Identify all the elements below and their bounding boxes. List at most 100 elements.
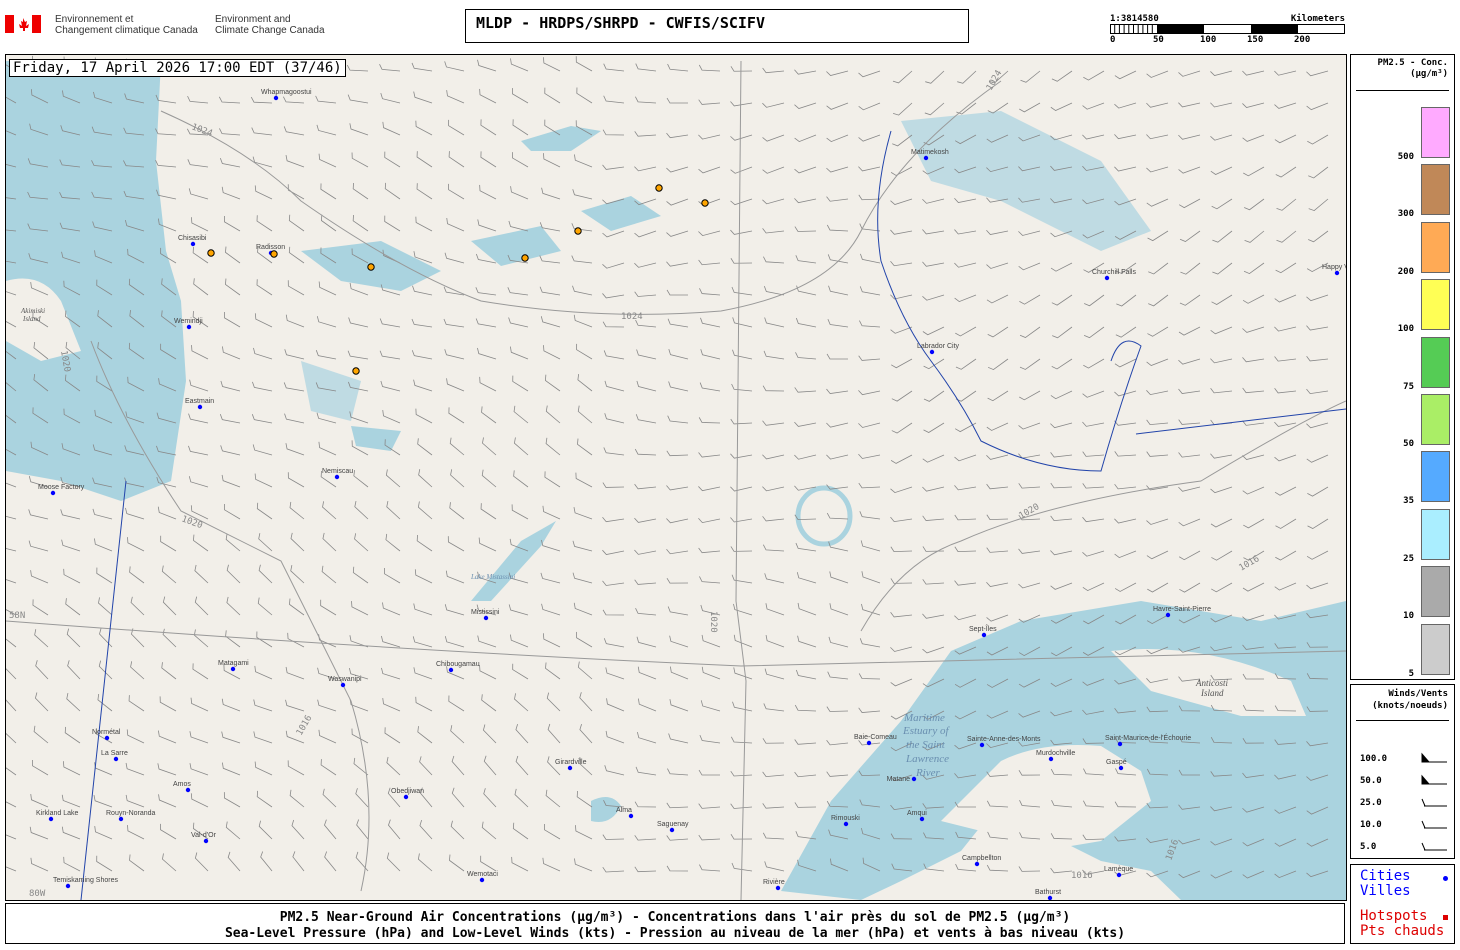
wind-barb	[922, 774, 945, 780]
wind-barb	[1210, 704, 1233, 712]
wind-barb	[508, 604, 529, 616]
wind-barb	[221, 186, 241, 200]
wind-barb	[123, 160, 145, 168]
city-label: Sainte-Anne-des-Monts	[967, 736, 1041, 743]
wind-barb	[1050, 482, 1073, 489]
wind-barb	[1210, 102, 1233, 108]
island-label: Anticosti	[1195, 678, 1228, 688]
wind-barb	[1306, 325, 1329, 331]
wind-barb	[158, 794, 177, 808]
city-marker	[1117, 741, 1123, 747]
wind-barb	[1308, 198, 1329, 212]
wind-barb	[954, 454, 977, 462]
wind-barb	[413, 379, 433, 392]
wind-barb	[382, 697, 401, 712]
wind-barb	[603, 350, 625, 360]
wind-barb	[762, 454, 785, 460]
wind-barb	[954, 546, 977, 553]
wind-barb	[1178, 518, 1201, 527]
wind-barb	[1082, 230, 1105, 239]
pm-bin-label: 50	[1403, 439, 1414, 449]
wind-barb	[219, 414, 241, 424]
wind-barb	[603, 63, 625, 72]
wind-barb	[162, 628, 177, 648]
wind-barb	[91, 191, 113, 200]
wind-barb	[954, 646, 977, 655]
wind-barb	[190, 697, 209, 712]
wind-barb	[444, 252, 465, 264]
wind-barb	[794, 421, 817, 427]
wind-barb	[1210, 838, 1233, 846]
wind-barb	[1114, 230, 1137, 240]
wind-barb	[764, 317, 785, 328]
wind-barb	[1082, 709, 1105, 715]
wind-barb	[890, 229, 913, 235]
wind-barb	[1178, 646, 1201, 653]
wind-barb	[6, 826, 17, 840]
wind-barb	[858, 194, 881, 201]
wind-barb	[954, 197, 977, 203]
pm-bin-label: 500	[1397, 152, 1414, 162]
wind-barb	[420, 787, 433, 808]
wind-barb	[698, 834, 721, 841]
wind-barb	[829, 603, 849, 616]
wind-barb	[891, 422, 913, 434]
wind-barb	[385, 533, 401, 552]
estuary-label: Maritime	[903, 712, 945, 724]
wind-barb	[283, 382, 305, 392]
wind-barb	[954, 166, 977, 174]
wind-barb	[129, 566, 145, 584]
wind-barb	[730, 517, 753, 523]
wind-barb	[635, 607, 657, 616]
wind-legend-unit: (knots/noeuds)	[1372, 701, 1448, 711]
wind-barb	[542, 857, 561, 872]
wind-barb	[513, 405, 529, 424]
wind-barb	[94, 538, 113, 552]
wind-barb	[986, 646, 1009, 656]
wind-barb	[189, 731, 209, 744]
wind-barb	[1050, 198, 1073, 204]
wind-barb	[666, 289, 689, 296]
wind-barb	[256, 790, 273, 808]
wind-barb	[411, 350, 433, 360]
isobar-label: 1016	[295, 714, 315, 738]
wind-barb	[922, 613, 945, 619]
wind-barb	[890, 612, 913, 618]
wind-barb	[1050, 422, 1073, 429]
wind-barb	[130, 596, 145, 616]
wind-barb	[986, 197, 1009, 203]
wind-barb	[636, 349, 657, 360]
wind-barb	[575, 56, 593, 72]
city-marker	[197, 404, 203, 410]
wind-barb	[411, 62, 433, 72]
wind-barb	[1210, 518, 1233, 528]
wind-barb	[541, 603, 561, 616]
wind-barb	[1146, 485, 1169, 491]
wind-barb	[192, 311, 209, 328]
wind-barb	[794, 134, 817, 143]
wind-barb	[6, 312, 17, 328]
wind-barb	[160, 247, 177, 264]
wind-barb	[6, 88, 17, 104]
wind-barb	[159, 696, 177, 712]
wind-barb	[1018, 710, 1041, 718]
wind-barb	[99, 628, 113, 648]
wind-barb	[413, 603, 433, 616]
wind-barb	[1212, 262, 1233, 275]
wind-barb	[156, 477, 177, 488]
wind-barb	[1082, 198, 1105, 205]
wind-barb	[666, 548, 689, 555]
wind-barb	[1308, 166, 1329, 179]
wind-barb	[30, 441, 49, 456]
city-marker	[230, 666, 236, 672]
wind-barb	[1274, 421, 1297, 427]
map-canvas[interactable]: 1024 1024 1024 1020 1020 1020 1020 1016 1016 1016…	[5, 54, 1347, 901]
wind-barb	[890, 546, 913, 553]
wind-barb	[413, 91, 433, 104]
wind-barb	[922, 166, 945, 175]
wind-barb	[954, 262, 977, 268]
wind-barb	[579, 692, 593, 712]
wind-barb	[540, 572, 561, 584]
wind-barb	[602, 164, 625, 170]
wind-barb	[1243, 262, 1265, 275]
